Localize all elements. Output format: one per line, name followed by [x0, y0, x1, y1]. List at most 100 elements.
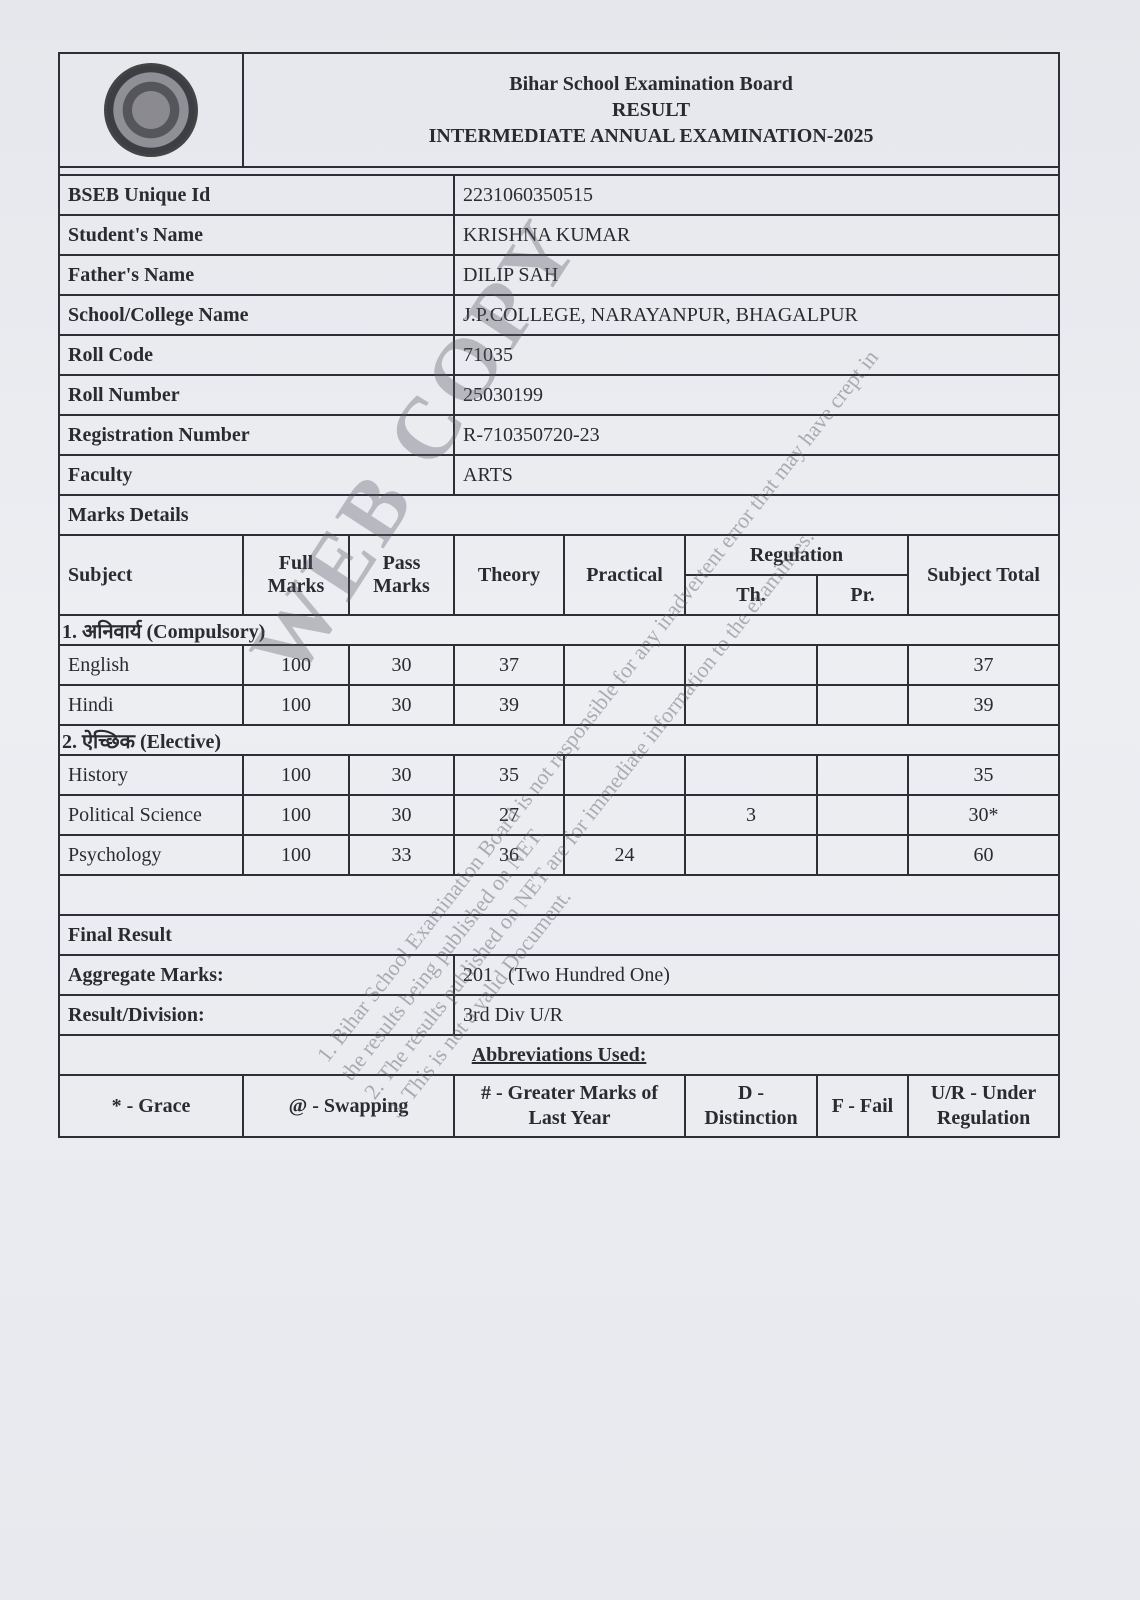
aggregate-label: Aggregate Marks: — [58, 954, 455, 996]
info-label: Faculty — [58, 454, 455, 496]
elective-section-label: 2. ऐच्छिक (Elective) — [57, 724, 1061, 756]
exam-name: INTERMEDIATE ANNUAL EXAMINATION-2025 — [428, 125, 874, 147]
theory-marks: 27 — [453, 794, 565, 836]
col-reg-pr: Pr. — [816, 574, 909, 616]
info-value: DILIP SAH — [452, 254, 1061, 296]
col-subject-total: Subject Total — [906, 534, 1061, 616]
info-label: Roll Number — [58, 374, 455, 416]
info-value: ARTS — [452, 454, 1061, 496]
abbr-grace: * - Grace — [58, 1074, 244, 1138]
subject-name: Psychology — [58, 834, 244, 876]
result-table: Bihar School Examination Board RESULT IN… — [57, 52, 1061, 1138]
info-row: Roll Code 71035 — [58, 334, 1061, 376]
aggregate-marks: 201 — [463, 963, 493, 986]
subject-total: 37 — [906, 644, 1061, 686]
col-theory: Theory — [453, 534, 565, 616]
abbreviations-title: Abbreviations Used: — [57, 1034, 1061, 1076]
subject-name: History — [58, 754, 244, 796]
pass-marks: 30 — [348, 684, 455, 726]
info-label: BSEB Unique Id — [58, 174, 455, 216]
info-value: J.P.COLLEGE, NARAYANPUR, BHAGALPUR — [452, 294, 1061, 336]
compulsory-section-label: 1. अनिवार्य (Compulsory) — [57, 614, 1061, 646]
info-row: Faculty ARTS — [58, 454, 1061, 496]
regulation-th — [684, 684, 818, 726]
practical-marks — [563, 754, 686, 796]
col-regulation: Regulation — [684, 534, 909, 576]
regulation-pr — [816, 684, 909, 726]
aggregate-value: 201 (Two Hundred One) — [452, 954, 1061, 996]
aggregate-words: (Two Hundred One) — [508, 963, 670, 986]
practical-marks — [563, 684, 686, 726]
subject-total: 35 — [906, 754, 1061, 796]
regulation-pr — [816, 644, 909, 686]
regulation-pr — [816, 834, 909, 876]
pass-marks: 33 — [348, 834, 455, 876]
blank-row — [57, 874, 1061, 916]
header-title: Bihar School Examination Board RESULT IN… — [241, 52, 1061, 168]
regulation-pr — [816, 794, 909, 836]
board-name: Bihar School Examination Board — [509, 73, 793, 95]
abbr-greater-marks: # - Greater Marks of Last Year — [453, 1074, 686, 1138]
subject-row: History 100 30 35 35 — [58, 754, 1061, 796]
theory-marks: 36 — [453, 834, 565, 876]
subject-row: Psychology 100 33 36 24 60 — [58, 834, 1061, 876]
theory-marks: 39 — [453, 684, 565, 726]
info-label: School/College Name — [58, 294, 455, 336]
info-row: BSEB Unique Id 2231060350515 — [58, 174, 1061, 216]
practical-marks — [563, 794, 686, 836]
info-value: 2231060350515 — [452, 174, 1061, 216]
subject-total: 60 — [906, 834, 1061, 876]
subject-row: Hindi 100 30 39 39 — [58, 684, 1061, 726]
col-subject: Subject — [58, 534, 244, 616]
info-value: KRISHNA KUMAR — [452, 214, 1061, 256]
full-marks: 100 — [242, 834, 350, 876]
info-row: Roll Number 25030199 — [58, 374, 1061, 416]
theory-marks: 35 — [453, 754, 565, 796]
subject-total: 30* — [906, 794, 1061, 836]
regulation-th — [684, 644, 818, 686]
theory-marks: 37 — [453, 644, 565, 686]
practical-marks — [563, 644, 686, 686]
info-row: School/College Name J.P.COLLEGE, NARAYANP… — [58, 294, 1061, 336]
pass-marks: 30 — [348, 644, 455, 686]
marks-details-title: Marks Details — [57, 494, 1061, 536]
logo-cell — [58, 52, 244, 168]
subject-row: Political Science 100 30 27 3 30* — [58, 794, 1061, 836]
col-full-marks: Full Marks — [242, 534, 350, 616]
info-value: 71035 — [452, 334, 1061, 376]
col-practical: Practical — [563, 534, 686, 616]
abbr-swapping: @ - Swapping — [242, 1074, 455, 1138]
info-row: Student's Name KRISHNA KUMAR — [58, 214, 1061, 256]
subject-name: English — [58, 644, 244, 686]
info-label: Father's Name — [58, 254, 455, 296]
pass-marks: 30 — [348, 794, 455, 836]
abbr-distinction: D - Distinction — [684, 1074, 818, 1138]
full-marks: 100 — [242, 644, 350, 686]
regulation-th: 3 — [684, 794, 818, 836]
abbr-fail: F - Fail — [816, 1074, 909, 1138]
info-value: 25030199 — [452, 374, 1061, 416]
info-label: Roll Code — [58, 334, 455, 376]
regulation-th — [684, 834, 818, 876]
info-label: Registration Number — [58, 414, 455, 456]
subject-name: Political Science — [58, 794, 244, 836]
info-row: Father's Name DILIP SAH — [58, 254, 1061, 296]
full-marks: 100 — [242, 684, 350, 726]
result-heading: RESULT — [611, 99, 691, 121]
full-marks: 100 — [242, 794, 350, 836]
divider — [57, 166, 1061, 176]
bseb-seal-logo — [104, 63, 198, 157]
subject-total: 39 — [906, 684, 1061, 726]
subject-name: Hindi — [58, 684, 244, 726]
regulation-th — [684, 754, 818, 796]
pass-marks: 30 — [348, 754, 455, 796]
subject-row: English 100 30 37 37 — [58, 644, 1061, 686]
regulation-pr — [816, 754, 909, 796]
info-label: Student's Name — [58, 214, 455, 256]
abbr-under-regulation: U/R - Under Regulation — [906, 1074, 1061, 1138]
col-pass-marks: Pass Marks — [348, 534, 455, 616]
full-marks: 100 — [242, 754, 350, 796]
result-sheet: Bihar School Examination Board RESULT IN… — [57, 52, 1061, 1138]
practical-marks: 24 — [563, 834, 686, 876]
final-result-title: Final Result — [57, 914, 1061, 956]
